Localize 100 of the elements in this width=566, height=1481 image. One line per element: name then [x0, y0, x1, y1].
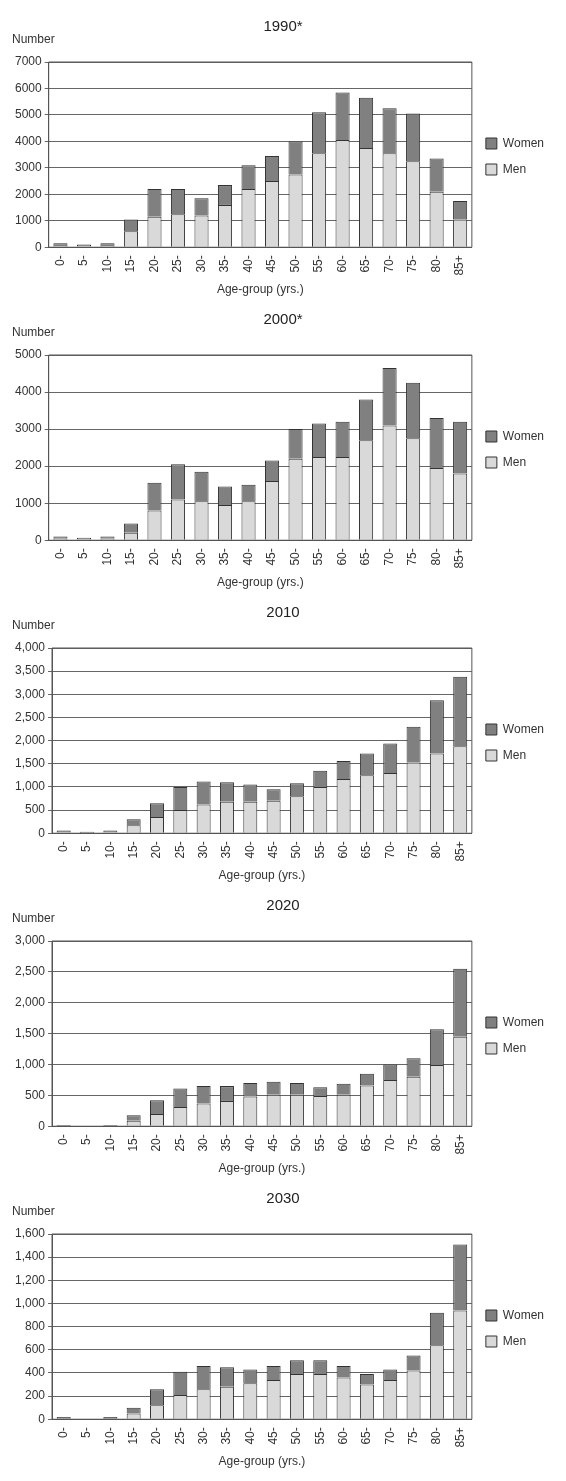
x-tick-label: 80-	[428, 548, 443, 566]
x-axis-title: Age-group (yrs.)	[218, 868, 306, 883]
y-tick-label: 800	[25, 1318, 46, 1333]
x-tick-label: 50-	[287, 255, 302, 273]
x-tick-label: 55-	[311, 548, 326, 566]
x-tick-label: 10-	[102, 841, 117, 859]
x-tick-label: 55-	[312, 1427, 327, 1445]
y-tick-label: 1,500	[15, 756, 46, 771]
x-tick-label: 85+	[452, 548, 467, 569]
x-axis-title: Age-group (yrs.)	[216, 282, 304, 297]
x-tick-label: 10-	[99, 255, 114, 273]
x-tick-label: 75-	[405, 548, 420, 566]
x-tick-label: 10-	[102, 1427, 117, 1445]
x-tick-label: 15-	[123, 255, 138, 273]
x-tick-label: 5-	[79, 1134, 94, 1145]
x-tick-label: 85+	[452, 841, 467, 862]
x-tick-label: 70-	[382, 1134, 397, 1152]
x-tick-label: 75-	[405, 255, 420, 273]
x-tick-label: 80-	[429, 841, 444, 859]
x-tick-label: 30-	[195, 841, 210, 859]
x-tick-label: 65-	[358, 548, 373, 566]
x-tick-label: 85+	[452, 1134, 467, 1155]
y-tick-label: 0	[35, 532, 43, 547]
y-tick-label: 2000	[14, 458, 43, 473]
y-tick-label: 0	[38, 1411, 46, 1426]
y-tick-label: 1,600	[15, 1226, 46, 1241]
y-tick-label: 1,400	[15, 1249, 46, 1264]
x-tick-label: 50-	[289, 841, 304, 859]
x-tick-label: 60-	[334, 548, 349, 566]
y-axis-title: Number	[12, 1204, 55, 1218]
x-tick-label: 60-	[335, 1427, 350, 1445]
x-tick-label: 80-	[428, 255, 443, 273]
x-tick-label: 55-	[312, 1134, 327, 1152]
y-tick-label: 400	[25, 1365, 46, 1380]
y-tick-label: 1,000	[15, 779, 46, 794]
x-tick-label: 85+	[452, 1427, 467, 1448]
x-tick-label: 20-	[149, 841, 164, 859]
y-tick-label: 3,000	[15, 933, 46, 948]
y-axis-title: Number	[12, 325, 55, 339]
x-axis-title: Age-group (yrs.)	[216, 575, 304, 590]
x-tick-label: 30-	[195, 1427, 210, 1445]
x-tick-label: 5-	[79, 841, 94, 852]
chart-title: 2020	[266, 896, 300, 914]
x-tick-label: 45-	[264, 548, 279, 566]
x-tick-label: 5-	[76, 548, 91, 559]
y-tick-label: 1,500	[15, 1025, 46, 1040]
x-tick-label: 35-	[217, 255, 232, 273]
x-tick-label: 20-	[146, 548, 161, 566]
y-tick-label: 2,500	[15, 709, 46, 724]
x-tick-label: 5-	[76, 255, 91, 266]
x-tick-label: 10-	[102, 1134, 117, 1152]
legend-label: Women	[502, 135, 545, 150]
y-tick-label: 2,000	[15, 995, 46, 1010]
x-tick-label: 25-	[170, 255, 185, 273]
y-axis-title: Number	[12, 911, 55, 925]
x-tick-label: 65-	[359, 1134, 374, 1152]
x-tick-label: 15-	[125, 841, 140, 859]
x-tick-label: 80-	[429, 1427, 444, 1445]
legend-label: Men	[502, 747, 527, 762]
legend-label: Women	[502, 428, 545, 443]
x-tick-label: 50-	[289, 1427, 304, 1445]
y-tick-label: 500	[25, 1087, 46, 1102]
x-tick-label: 65-	[359, 841, 374, 859]
y-tick-label: 1,000	[15, 1056, 46, 1071]
y-tick-label: 6000	[14, 80, 43, 95]
legend-label: Men	[502, 454, 527, 469]
y-tick-label: 7000	[14, 54, 43, 69]
x-tick-label: 70-	[381, 255, 396, 273]
x-tick-label: 20-	[149, 1427, 164, 1445]
legend-label: Men	[502, 1040, 527, 1055]
x-tick-label: 50-	[289, 1134, 304, 1152]
y-tick-label: 5000	[14, 107, 43, 122]
y-tick-label: 0	[38, 1118, 46, 1133]
chart-title: 2010	[266, 603, 300, 621]
y-tick-label: 1000	[14, 213, 43, 228]
y-tick-label: 5000	[14, 347, 43, 362]
x-tick-label: 15-	[125, 1134, 140, 1152]
x-tick-label: 85+	[452, 255, 467, 276]
y-tick-label: 500	[25, 802, 46, 817]
x-tick-label: 30-	[193, 255, 208, 273]
x-tick-label: 55-	[311, 255, 326, 273]
x-axis-title: Age-group (yrs.)	[218, 1161, 306, 1176]
x-tick-label: 20-	[146, 255, 161, 273]
y-tick-label: 4000	[14, 384, 43, 399]
x-tick-label: 45-	[264, 255, 279, 273]
x-tick-label: 70-	[382, 841, 397, 859]
x-tick-label: 40-	[242, 1427, 257, 1445]
x-tick-label: 70-	[381, 548, 396, 566]
x-tick-label: 65-	[358, 255, 373, 273]
x-tick-label: 35-	[219, 1134, 234, 1152]
x-tick-label: 55-	[312, 841, 327, 859]
y-tick-label: 3000	[14, 421, 43, 436]
x-tick-label: 80-	[429, 1134, 444, 1152]
legend-label: Women	[502, 1307, 545, 1322]
y-tick-label: 4,000	[15, 640, 46, 655]
x-tick-label: 40-	[240, 548, 255, 566]
legend-label: Men	[502, 1333, 527, 1348]
x-tick-label: 30-	[195, 1134, 210, 1152]
y-tick-label: 1,000	[15, 1295, 46, 1310]
x-tick-label: 75-	[405, 1427, 420, 1445]
